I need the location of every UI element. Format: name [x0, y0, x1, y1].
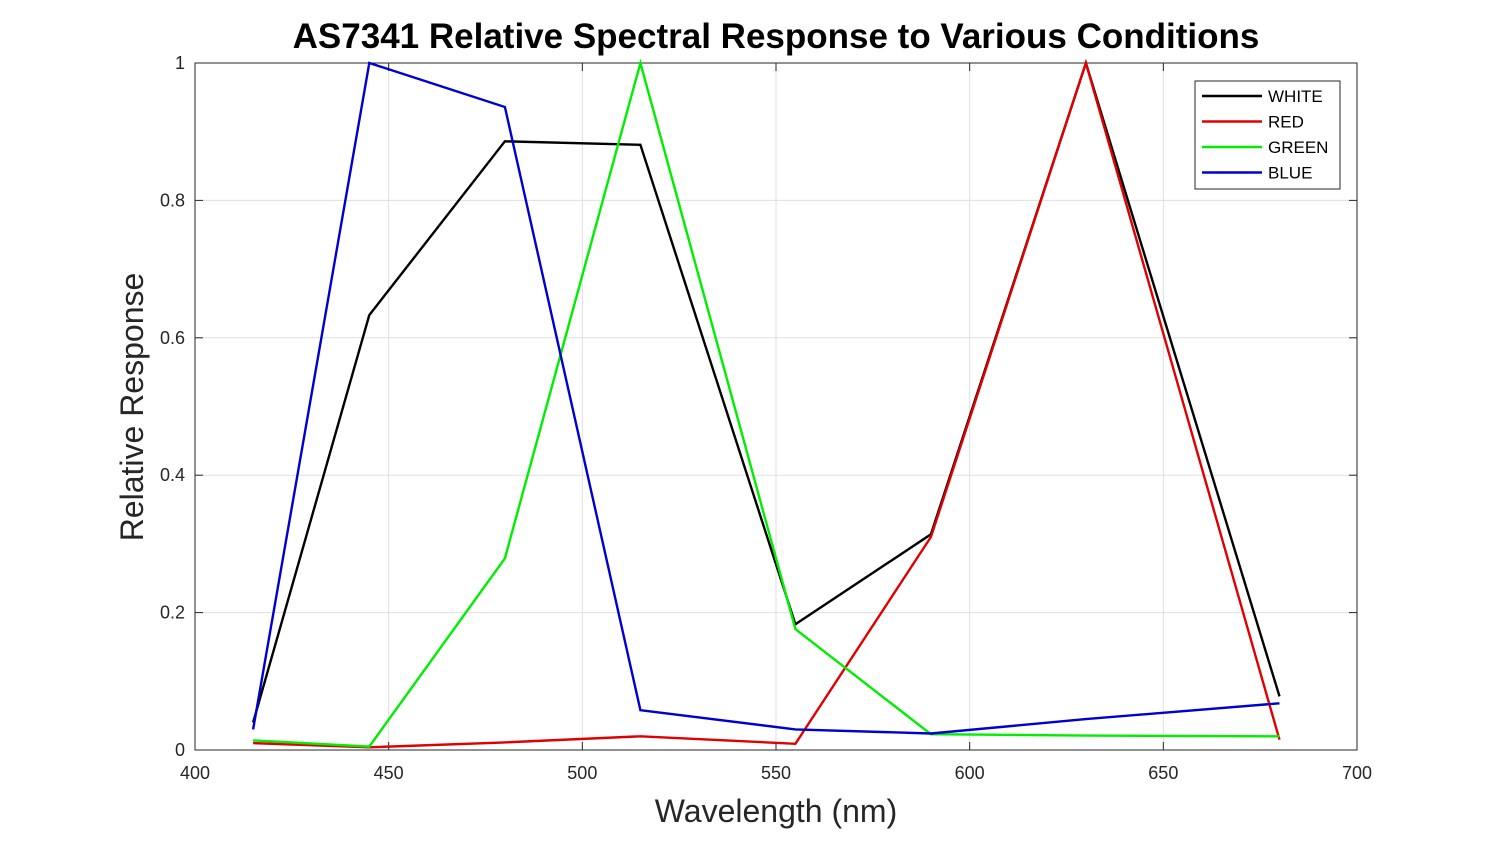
series-lines	[251, 58, 1281, 749]
legend-label-white: WHITE	[1268, 87, 1323, 106]
legend-label-blue: BLUE	[1268, 164, 1312, 183]
y-tick-label: 1	[175, 53, 185, 73]
x-tick-label: 550	[761, 763, 791, 783]
y-tick-label: 0.2	[160, 603, 185, 623]
legend: WHITE RED GREEN BLUE	[1194, 80, 1341, 190]
series-line-green	[253, 58, 1280, 748]
x-axis-title: Wavelength (nm)	[655, 793, 897, 829]
x-tick-label: 450	[374, 763, 404, 783]
y-tick-label: 0.4	[160, 465, 185, 485]
series-line-blue	[251, 61, 1280, 735]
y-tick-label: 0	[175, 740, 185, 760]
axis-ticks: 400 450 500 550 600 650 700 0 0.2 0.4 0.6 0.8 1	[160, 53, 1372, 783]
x-tick-label: 400	[180, 763, 210, 783]
legend-box	[1194, 80, 1341, 190]
y-tick-label: 0.8	[160, 190, 185, 210]
legend-label-green: GREEN	[1268, 138, 1328, 157]
x-tick-label: 650	[1148, 763, 1178, 783]
legend-items: WHITE RED GREEN BLUE	[1202, 87, 1328, 183]
x-tick-label: 500	[567, 763, 597, 783]
x-tick-label: 600	[955, 763, 985, 783]
y-tick-label: 0.6	[160, 328, 185, 348]
x-tick-label: 700	[1342, 763, 1372, 783]
series-line-white	[251, 59, 1281, 723]
chart-title: AS7341 Relative Spectral Response to Var…	[293, 17, 1260, 56]
series-line-red	[253, 58, 1281, 749]
legend-label-red: RED	[1268, 113, 1304, 132]
grid	[195, 63, 1357, 750]
y-axis-title: Relative Response	[114, 273, 150, 542]
